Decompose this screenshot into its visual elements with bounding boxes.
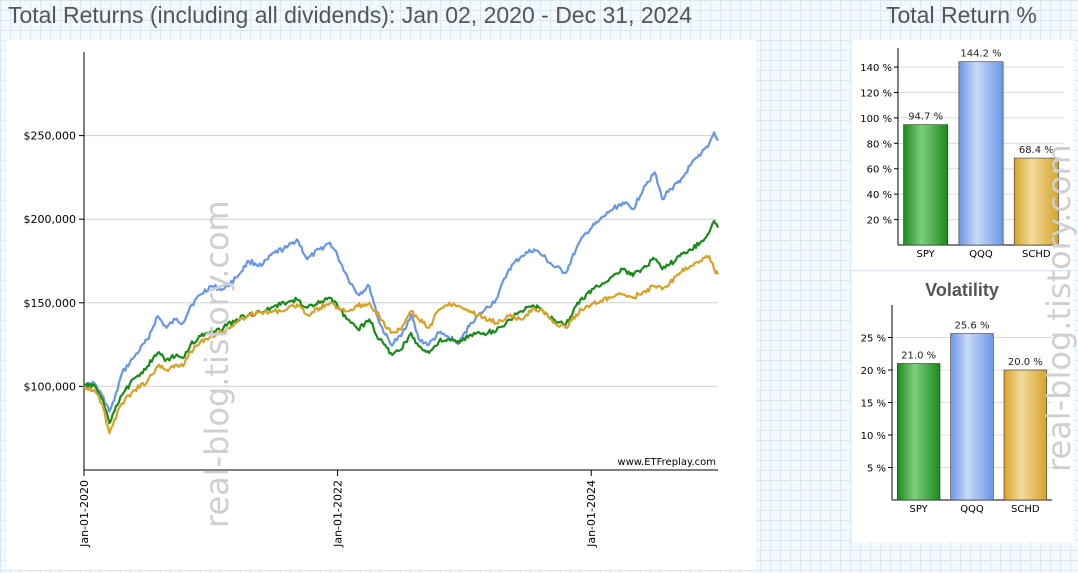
x-tick-label: Jan-01-2020 xyxy=(78,480,91,548)
bar-value-label: 68.4 % xyxy=(1019,145,1054,156)
y-tick-label: 5 % xyxy=(867,464,886,475)
total-return-title: Total Return % xyxy=(886,2,1037,28)
x-category-label: QQQ xyxy=(960,504,984,515)
volatility-bar-chart: Volatility 5 % 10 % 15 % 20 % 25 % 21.0 % SPY 25… xyxy=(861,280,1052,515)
x-category-label: SPY xyxy=(917,249,936,260)
bar-value-label: 144.2 % xyxy=(960,49,1001,60)
bar-spy xyxy=(903,124,949,246)
bar-qqq xyxy=(950,333,994,501)
x-category-label: SCHD xyxy=(1022,249,1051,260)
bar-schd xyxy=(1003,369,1047,501)
y-tick-label: 20 % xyxy=(867,216,892,227)
series-line-schd xyxy=(83,254,720,435)
series-line-qqq xyxy=(83,131,719,413)
y-tick-label: 140 % xyxy=(860,63,892,74)
bar-value-label: 21.0 % xyxy=(901,351,936,362)
bar-value-label: 25.6 % xyxy=(955,321,990,332)
y-tick-label: 10 % xyxy=(861,431,886,442)
volatility-panel: Volatility 5 % 10 % 15 % 20 % 25 % 21.0 % SPY 25… xyxy=(852,272,1074,542)
y-tick-label: 20 % xyxy=(861,366,886,377)
series-line-spy xyxy=(83,219,720,425)
bar-schd xyxy=(1013,157,1059,246)
line-chart: $100,000 $150,000 $200,000 $250,000 Jan-01-2… xyxy=(24,52,720,548)
x-category-label: SPY xyxy=(910,504,929,515)
x-tick-label: Jan-01-2022 xyxy=(332,480,345,548)
y-tick-label: $250,000 xyxy=(24,130,77,143)
y-tick-label: 40 % xyxy=(867,190,892,201)
x-tick-label: Jan-01-2024 xyxy=(585,480,598,548)
y-tick-label: 15 % xyxy=(861,399,886,410)
total-return-bar-chart: 20 % 40 % 60 % 80 % 100 % 120 % 140 % 94.7 % SPY… xyxy=(860,48,1064,260)
y-tick-label: $100,000 xyxy=(24,380,77,393)
y-tick-label: $200,000 xyxy=(24,213,77,226)
bar-spy xyxy=(897,363,941,501)
bar-value-label: 94.7 % xyxy=(908,112,943,123)
y-tick-label: 80 % xyxy=(867,139,892,150)
volatility-title: Volatility xyxy=(925,280,999,300)
total-return-panel: 20 % 40 % 60 % 80 % 100 % 120 % 140 % 94.7 % SPY… xyxy=(852,40,1074,270)
line-chart-panel: $100,000 $150,000 $200,000 $250,000 Jan-01-2… xyxy=(6,40,756,570)
x-category-label: SCHD xyxy=(1011,504,1040,515)
y-tick-label: 120 % xyxy=(860,88,892,99)
y-tick-label: 100 % xyxy=(860,114,892,125)
x-category-label: QQQ xyxy=(969,249,993,260)
y-tick-label: $150,000 xyxy=(24,297,77,310)
bar-value-label: 20.0 % xyxy=(1008,357,1043,368)
credit-label: www.ETFreplay.com xyxy=(617,457,716,468)
chart-title: Total Returns (including all dividends):… xyxy=(8,2,693,28)
bar-qqq xyxy=(958,61,1004,246)
y-tick-label: 60 % xyxy=(867,165,892,176)
y-tick-label: 25 % xyxy=(861,334,886,345)
